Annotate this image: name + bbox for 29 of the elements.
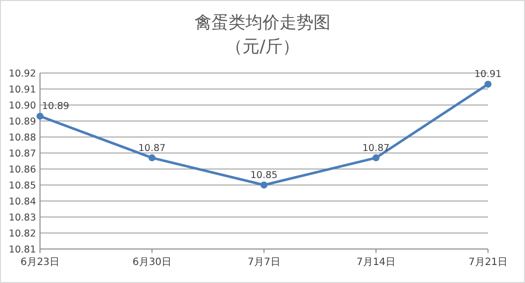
y-tick-label: 10.91 — [8, 84, 36, 96]
point — [36, 112, 44, 120]
data-label: 10.85 — [250, 170, 278, 181]
point — [260, 182, 268, 188]
data-label: 10.89 — [42, 101, 70, 112]
x-tick-label: 7月21日 — [468, 257, 508, 268]
y-tick-label: 10.92 — [8, 68, 36, 80]
y-tick-label: 10.87 — [8, 148, 36, 160]
y-tick-label: 10.90 — [8, 100, 36, 112]
y-tick-label: 10.86 — [8, 164, 36, 176]
point — [372, 154, 380, 162]
chart-title: 禽蛋类均价走势图 — [194, 13, 330, 33]
point — [148, 154, 156, 162]
x-tick-label: 6月23日 — [20, 257, 60, 268]
y-tick-label: 10.85 — [8, 180, 36, 192]
data-label: 10.91 — [474, 69, 502, 80]
x-tick-label: 7月14日 — [356, 257, 396, 268]
data-label: 10.87 — [138, 142, 166, 154]
chart-subtitle: （元/斤） — [226, 37, 300, 57]
x-tick-label: 6月30日 — [132, 257, 172, 268]
y-tick-label: 10.82 — [8, 228, 36, 240]
y-tick-label: 10.88 — [8, 132, 36, 144]
y-tick-label: 10.81 — [8, 244, 36, 256]
x-tick-label: 7月7日 — [248, 257, 280, 268]
data-label: 10.87 — [362, 142, 390, 154]
y-tick-label: 10.83 — [8, 212, 36, 224]
y-tick-label: 10.84 — [8, 196, 36, 208]
point — [484, 80, 492, 88]
y-tick-label: 10.89 — [8, 116, 36, 128]
